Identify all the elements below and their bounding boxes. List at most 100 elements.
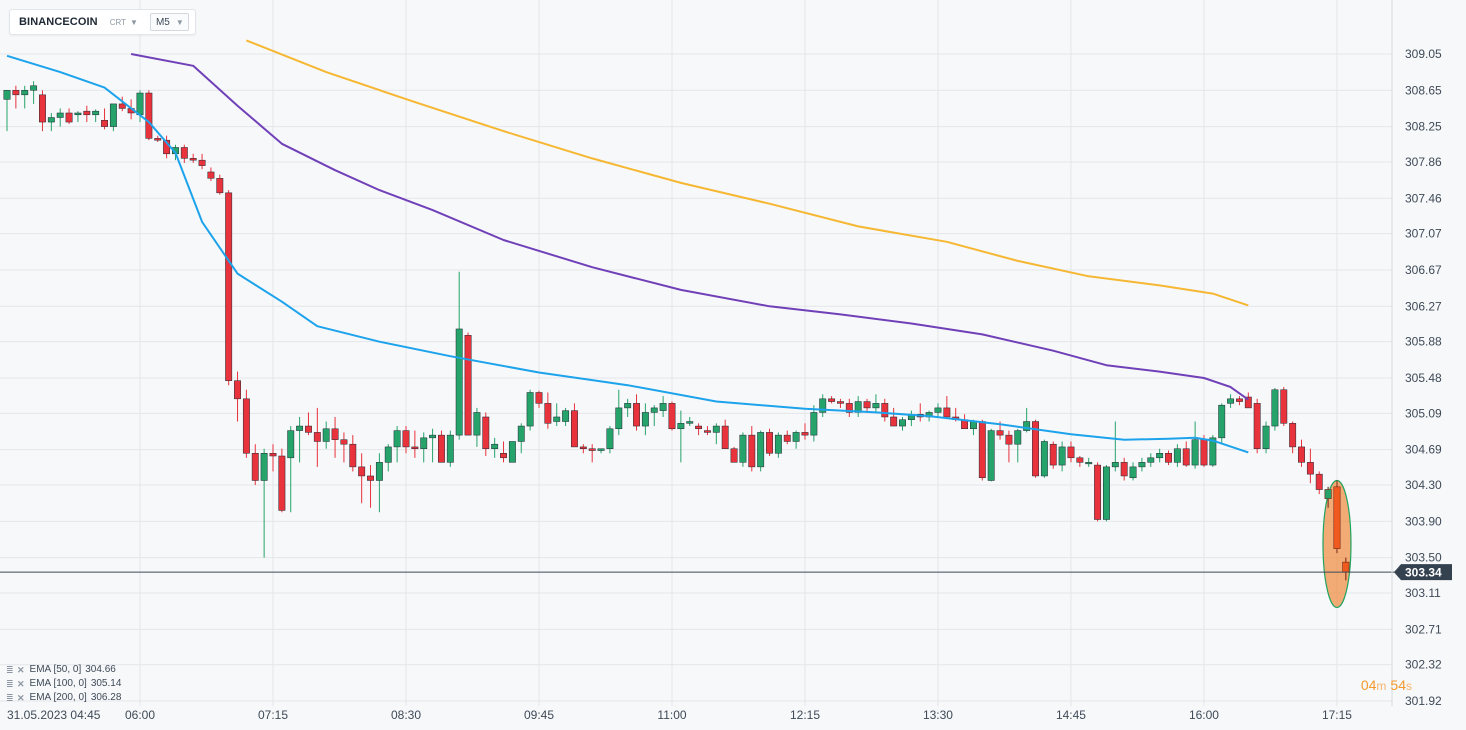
candle[interactable] (429, 428, 437, 463)
candle[interactable] (686, 416, 694, 427)
candle[interactable] (207, 167, 215, 182)
remove-indicator-icon[interactable]: ✕ (17, 693, 25, 703)
candle[interactable] (118, 96, 126, 112)
indicator-settings-icon[interactable]: ≣ (6, 679, 14, 689)
candle[interactable] (641, 403, 649, 436)
candle[interactable] (1165, 450, 1172, 466)
candle[interactable] (579, 444, 587, 454)
candle[interactable] (1262, 421, 1270, 454)
candle[interactable] (739, 432, 747, 467)
indicator-settings-icon[interactable]: ≣ (6, 665, 14, 675)
candle[interactable] (828, 396, 836, 404)
candle[interactable] (56, 108, 64, 127)
candle[interactable] (154, 135, 162, 143)
candle[interactable] (269, 444, 277, 472)
candle[interactable] (571, 403, 578, 448)
candle[interactable] (358, 453, 366, 504)
candle[interactable] (225, 190, 233, 386)
candle[interactable] (721, 419, 729, 449)
candle[interactable] (819, 394, 827, 417)
candle[interactable] (730, 446, 738, 463)
candle[interactable] (1236, 396, 1243, 406)
candle[interactable] (943, 396, 951, 418)
candle[interactable] (783, 430, 791, 445)
candle[interactable] (349, 435, 357, 472)
candle[interactable] (1244, 392, 1252, 409)
candle[interactable] (508, 441, 516, 463)
candle[interactable] (712, 423, 720, 445)
candle[interactable] (446, 430, 454, 467)
candle[interactable] (1076, 455, 1084, 467)
symbol-dropdown-caret-icon[interactable]: ▼ (130, 17, 138, 27)
candle[interactable] (83, 105, 91, 123)
candle[interactable] (1103, 465, 1110, 522)
candle[interactable] (242, 389, 250, 458)
candle[interactable] (189, 153, 197, 163)
candle[interactable] (810, 405, 818, 442)
candle[interactable] (792, 430, 800, 449)
candle[interactable] (65, 108, 73, 124)
candle[interactable] (322, 421, 330, 449)
candle[interactable] (615, 389, 623, 436)
candle[interactable] (704, 426, 711, 436)
candle[interactable] (438, 430, 445, 463)
candle[interactable] (650, 405, 658, 427)
indicator-settings-icon[interactable]: ≣ (6, 693, 14, 703)
candle[interactable] (517, 423, 525, 454)
symbol-selector[interactable]: BINANCECOIN CRT ▼ M5 ▼ (9, 9, 196, 35)
candle[interactable] (375, 453, 383, 513)
candle[interactable] (1005, 430, 1013, 463)
candle[interactable] (1129, 462, 1137, 481)
candle[interactable] (899, 416, 906, 431)
candle[interactable] (1156, 448, 1164, 463)
candle[interactable] (402, 426, 410, 454)
candle[interactable] (1014, 428, 1022, 463)
candle[interactable] (278, 448, 286, 513)
candle[interactable] (544, 392, 552, 429)
candle[interactable] (296, 416, 304, 463)
candle[interactable] (1085, 457, 1093, 467)
candle[interactable] (624, 398, 632, 417)
candle[interactable] (801, 423, 809, 440)
candle[interactable] (863, 398, 871, 413)
candle[interactable] (872, 394, 880, 413)
candle[interactable] (633, 394, 640, 431)
candle[interactable] (198, 153, 206, 170)
candle[interactable] (659, 396, 667, 417)
candle[interactable] (1067, 441, 1075, 463)
candle[interactable] (837, 398, 844, 408)
candle[interactable] (21, 85, 29, 109)
candle[interactable] (260, 448, 268, 558)
candle[interactable] (1040, 439, 1048, 478)
candle[interactable] (1049, 441, 1057, 469)
candle[interactable] (774, 432, 782, 458)
candle[interactable] (748, 426, 756, 472)
candle[interactable] (500, 441, 507, 463)
candle[interactable] (987, 428, 995, 482)
candle[interactable] (331, 416, 339, 458)
candle[interactable] (535, 390, 543, 408)
candle[interactable] (978, 419, 986, 481)
candle[interactable] (934, 403, 942, 417)
candle[interactable] (420, 432, 428, 463)
candle[interactable] (606, 426, 614, 454)
candle[interactable] (473, 407, 481, 447)
candle[interactable] (3, 90, 11, 132)
candle[interactable] (180, 144, 188, 163)
candle[interactable] (464, 332, 472, 436)
candle[interactable] (1271, 387, 1279, 431)
candle[interactable] (562, 407, 570, 427)
candle[interactable] (757, 430, 765, 472)
candle[interactable] (74, 111, 82, 123)
candle[interactable] (30, 81, 38, 104)
candle[interactable] (12, 85, 20, 109)
candle[interactable] (526, 389, 534, 431)
candle[interactable] (553, 403, 561, 427)
candle[interactable] (101, 108, 108, 130)
candle[interactable] (393, 426, 401, 463)
candle[interactable] (668, 401, 676, 431)
candle[interactable] (1280, 387, 1288, 427)
timeframe-dropdown[interactable]: M5 ▼ (149, 13, 189, 31)
candle[interactable] (92, 109, 100, 123)
candle[interactable] (1191, 421, 1199, 469)
